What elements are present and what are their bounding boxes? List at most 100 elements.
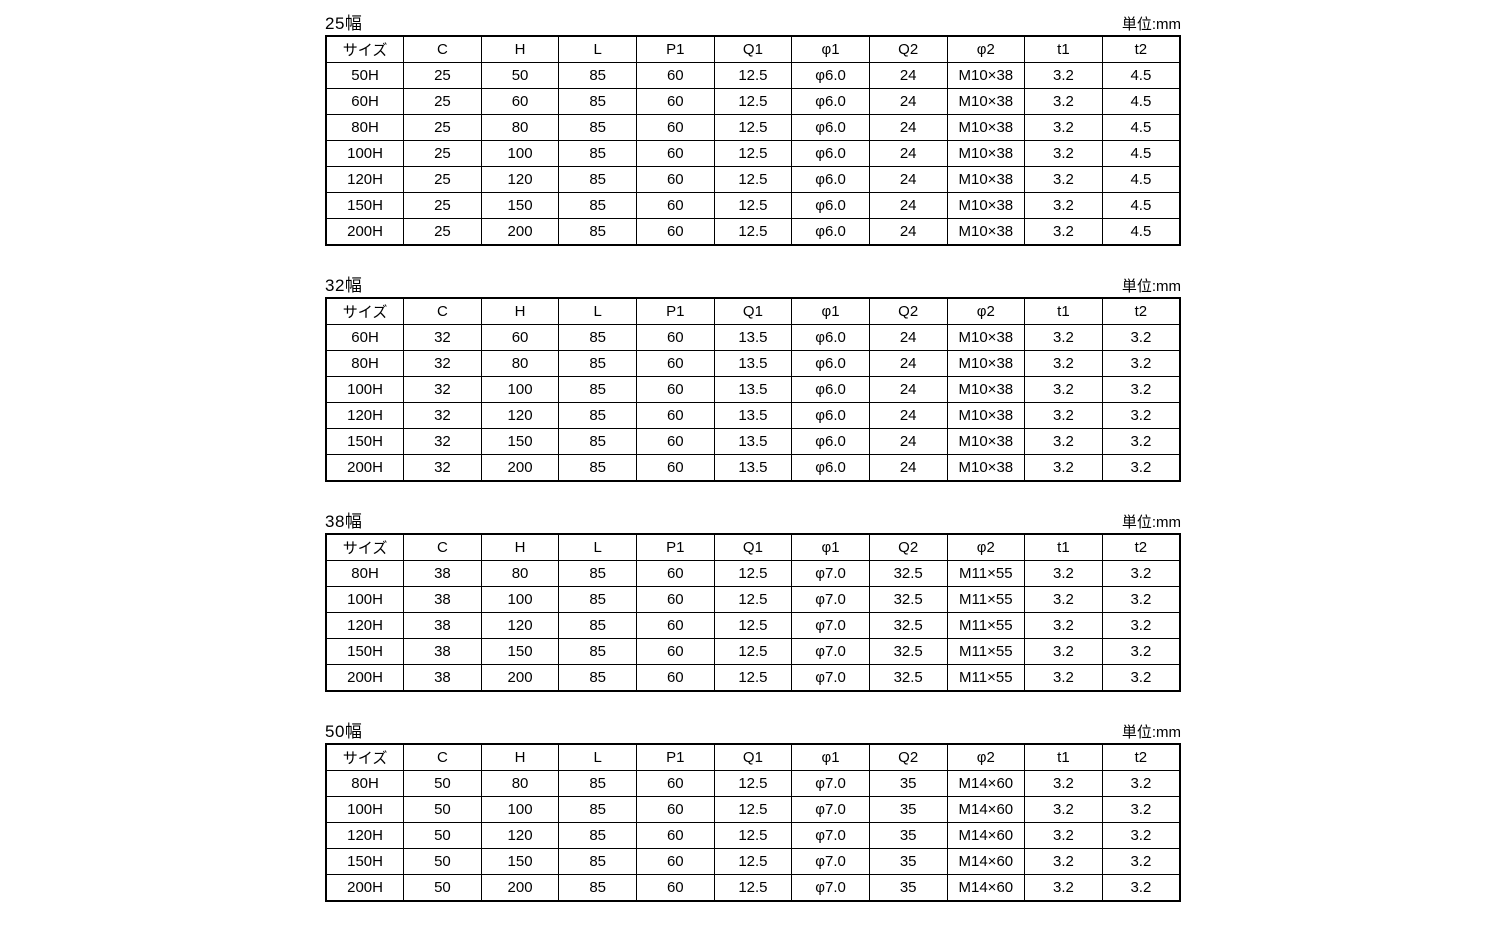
table-cell: 12.5 xyxy=(713,192,793,219)
unit-label: 単位:mm xyxy=(1121,514,1181,531)
table-cell: 3.2 xyxy=(1101,822,1181,849)
table-caption-row: 25幅 単位:mm xyxy=(325,10,1181,32)
table-cell: 3.2 xyxy=(1024,560,1103,587)
size-table-section: 25幅 単位:mm サイズ C H L P1 Q1 φ1 Q2 φ2 t1 t2 50H 25 50 85… xyxy=(325,10,1181,246)
table-cell: φ7.0 xyxy=(791,796,870,823)
table-cell: φ6.0 xyxy=(791,114,870,141)
column-header: Q1 xyxy=(713,297,793,325)
table-cell: 3.2 xyxy=(1101,874,1181,902)
table-cell: M10×38 xyxy=(946,140,1026,167)
column-header: サイズ xyxy=(325,297,405,325)
table-cell: 60 xyxy=(636,140,715,167)
table-title: 25幅 xyxy=(325,14,363,33)
table-cell: 50 xyxy=(403,848,482,875)
column-header: H xyxy=(480,297,560,325)
table-cell: 3.2 xyxy=(1101,454,1181,482)
table-cell: 12.5 xyxy=(713,874,793,902)
size-cell: 120H xyxy=(325,166,405,193)
table-cell: 12.5 xyxy=(713,114,793,141)
table-cell: 4.5 xyxy=(1101,88,1181,115)
table-cell: 150 xyxy=(480,428,560,455)
table-cell: M10×38 xyxy=(946,428,1026,455)
table-cell: 12.5 xyxy=(713,88,793,115)
column-header: t1 xyxy=(1024,743,1103,771)
table-cell: 60 xyxy=(636,192,715,219)
table-cell: 85 xyxy=(558,428,637,455)
table-cell: 3.2 xyxy=(1024,770,1103,797)
size-cell: 80H xyxy=(325,770,405,797)
column-header: φ1 xyxy=(791,297,870,325)
column-header: φ2 xyxy=(946,533,1026,561)
table-row: 80H 50 80 85 60 12.5 φ7.0 35 M14×60 3.2 3.2 xyxy=(325,770,1181,797)
table-cell: 3.2 xyxy=(1101,428,1181,455)
table-cell: M10×38 xyxy=(946,402,1026,429)
table-cell: M11×55 xyxy=(946,638,1026,665)
spec-tables-area: 25幅 単位:mm サイズ C H L P1 Q1 φ1 Q2 φ2 t1 t2 50H 25 50 85… xyxy=(325,10,1181,928)
table-cell: 60 xyxy=(636,874,715,902)
table-caption-row: 32幅 単位:mm xyxy=(325,272,1181,294)
table-cell: 80 xyxy=(480,114,560,141)
table-cell: 85 xyxy=(558,88,637,115)
table-cell: φ7.0 xyxy=(791,822,870,849)
size-cell: 60H xyxy=(325,88,405,115)
table-cell: φ6.0 xyxy=(791,324,870,351)
table-cell: 80 xyxy=(480,350,560,377)
table-cell: 85 xyxy=(558,114,637,141)
table-cell: 60 xyxy=(636,376,715,403)
table-cell: 3.2 xyxy=(1024,822,1103,849)
column-header: t2 xyxy=(1101,297,1181,325)
table-cell: 60 xyxy=(636,402,715,429)
table-cell: 3.2 xyxy=(1024,612,1103,639)
table-cell: 35 xyxy=(868,848,948,875)
table-cell: 24 xyxy=(868,428,948,455)
table-cell: 85 xyxy=(558,612,637,639)
table-cell: 60 xyxy=(636,324,715,351)
table-row: 200H 25 200 85 60 12.5 φ6.0 24 M10×38 3.2 4.5 xyxy=(325,218,1181,246)
table-row: 100H 38 100 85 60 12.5 φ7.0 32.5 M11×55 3.2 3.2 xyxy=(325,586,1181,613)
table-cell: 3.2 xyxy=(1101,560,1181,587)
table-cell: 38 xyxy=(403,586,482,613)
size-cell: 150H xyxy=(325,848,405,875)
table-cell: 85 xyxy=(558,140,637,167)
table-cell: φ6.0 xyxy=(791,402,870,429)
size-table-section: 50幅 単位:mm サイズ C H L P1 Q1 φ1 Q2 φ2 t1 t2 80H 50 80 85… xyxy=(325,718,1181,902)
table-cell: φ7.0 xyxy=(791,612,870,639)
table-cell: 50 xyxy=(403,822,482,849)
table-cell: 24 xyxy=(868,324,948,351)
table-cell: M10×38 xyxy=(946,218,1026,246)
size-cell: 150H xyxy=(325,428,405,455)
table-cell: M10×38 xyxy=(946,166,1026,193)
table-cell: 13.5 xyxy=(713,454,793,482)
table-cell: 3.2 xyxy=(1101,848,1181,875)
column-header: φ2 xyxy=(946,35,1026,63)
table-cell: 38 xyxy=(403,612,482,639)
table-cell: 38 xyxy=(403,638,482,665)
table-cell: 32 xyxy=(403,376,482,403)
table-cell: 35 xyxy=(868,874,948,902)
table-cell: 12.5 xyxy=(713,62,793,89)
table-cell: 85 xyxy=(558,796,637,823)
table-cell: 3.2 xyxy=(1024,88,1103,115)
table-cell: 50 xyxy=(403,770,482,797)
column-header: C xyxy=(403,297,482,325)
table-cell: 38 xyxy=(403,560,482,587)
table-cell: 3.2 xyxy=(1024,874,1103,902)
table-cell: 60 xyxy=(636,62,715,89)
table-body: 80H 38 80 85 60 12.5 φ7.0 32.5 M11×55 3.2 3.2 100H 3… xyxy=(325,560,1181,692)
table-cell: 85 xyxy=(558,324,637,351)
table-cell: 60 xyxy=(636,454,715,482)
table-cell: 12.5 xyxy=(713,638,793,665)
unit-label: 単位:mm xyxy=(1121,724,1181,741)
table-cell: M11×55 xyxy=(946,586,1026,613)
table-cell: 85 xyxy=(558,166,637,193)
table-cell: M10×38 xyxy=(946,88,1026,115)
size-cell: 50H xyxy=(325,62,405,89)
table-cell: 4.5 xyxy=(1101,192,1181,219)
table-cell: 60 xyxy=(636,428,715,455)
size-cell: 100H xyxy=(325,140,405,167)
table-cell: 4.5 xyxy=(1101,62,1181,89)
table-cell: 85 xyxy=(558,62,637,89)
table-cell: 60 xyxy=(636,218,715,246)
spec-table: サイズ C H L P1 Q1 φ1 Q2 φ2 t1 t2 80H 50 80 85 60 12.5 φ7.0… xyxy=(325,743,1181,902)
table-row: 120H 38 120 85 60 12.5 φ7.0 32.5 M11×55 3.2 3.2 xyxy=(325,612,1181,639)
